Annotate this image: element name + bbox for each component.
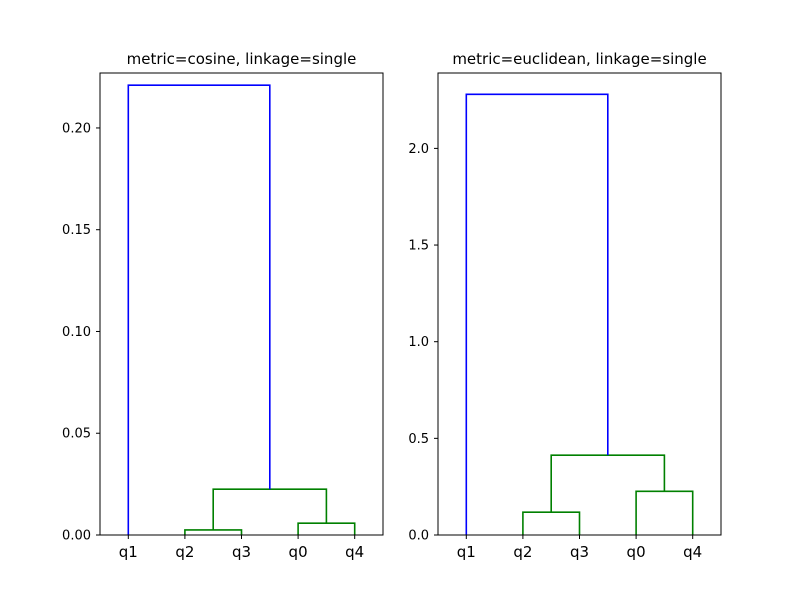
y-axis: 0.00 0.05 0.10 0.15 0.20	[62, 121, 100, 544]
dendrogram-link	[550, 454, 666, 513]
axes-frame	[437, 72, 722, 536]
panel-euclidean: metric=euclidean, linkage=single 0.0 0.5 1…	[408, 50, 722, 561]
leaf-label: q0	[289, 543, 308, 561]
panel-cosine: metric=cosine, linkage=single 0.000.050.…	[62, 50, 384, 561]
dendrogram-link	[184, 529, 243, 535]
leaf-label: q3	[232, 543, 251, 561]
dendrogram-link	[127, 84, 271, 535]
y-axis: 0.0 0.5 1.0 1.5 2.0	[408, 142, 438, 544]
dendrogram-link	[297, 522, 356, 535]
dendrogram-links	[465, 93, 694, 535]
dendrogram-link	[635, 490, 694, 535]
y-tick-label: 0.10	[62, 325, 91, 340]
y-tick-label: 0.5	[408, 432, 429, 447]
axes-frame	[99, 72, 384, 536]
leaf-label: q4	[345, 543, 364, 561]
dendrogram-link	[522, 511, 581, 535]
y-tick-label: 1.5	[408, 239, 429, 254]
panel-title: metric=cosine, linkage=single	[127, 50, 357, 68]
y-tick-label: 2.0	[408, 142, 429, 157]
leaf-label: q2	[175, 543, 194, 561]
x-axis: q1 q2 q3 q0 q4	[119, 535, 364, 561]
x-axis: q1 q2 q3 q0 q4	[457, 535, 702, 561]
leaf-label: q1	[457, 543, 476, 561]
leaf-label: q4	[683, 543, 702, 561]
panel-title: metric=euclidean, linkage=single	[452, 50, 706, 68]
y-tick-label: 0.00	[62, 529, 91, 544]
leaf-label: q0	[627, 543, 646, 561]
y-tick-label: 1.0	[408, 335, 429, 350]
y-tick-label: 0.05	[62, 427, 91, 442]
y-tick-label: 0.0	[408, 529, 429, 544]
leaf-label: q1	[119, 543, 138, 561]
leaf-label: q3	[570, 543, 589, 561]
dendrogram-link	[465, 93, 609, 535]
leaf-label: q2	[513, 543, 532, 561]
y-tick-label: 0.15	[62, 223, 91, 238]
y-tick-label: 0.20	[62, 121, 91, 136]
dendrogram-links	[127, 84, 356, 535]
